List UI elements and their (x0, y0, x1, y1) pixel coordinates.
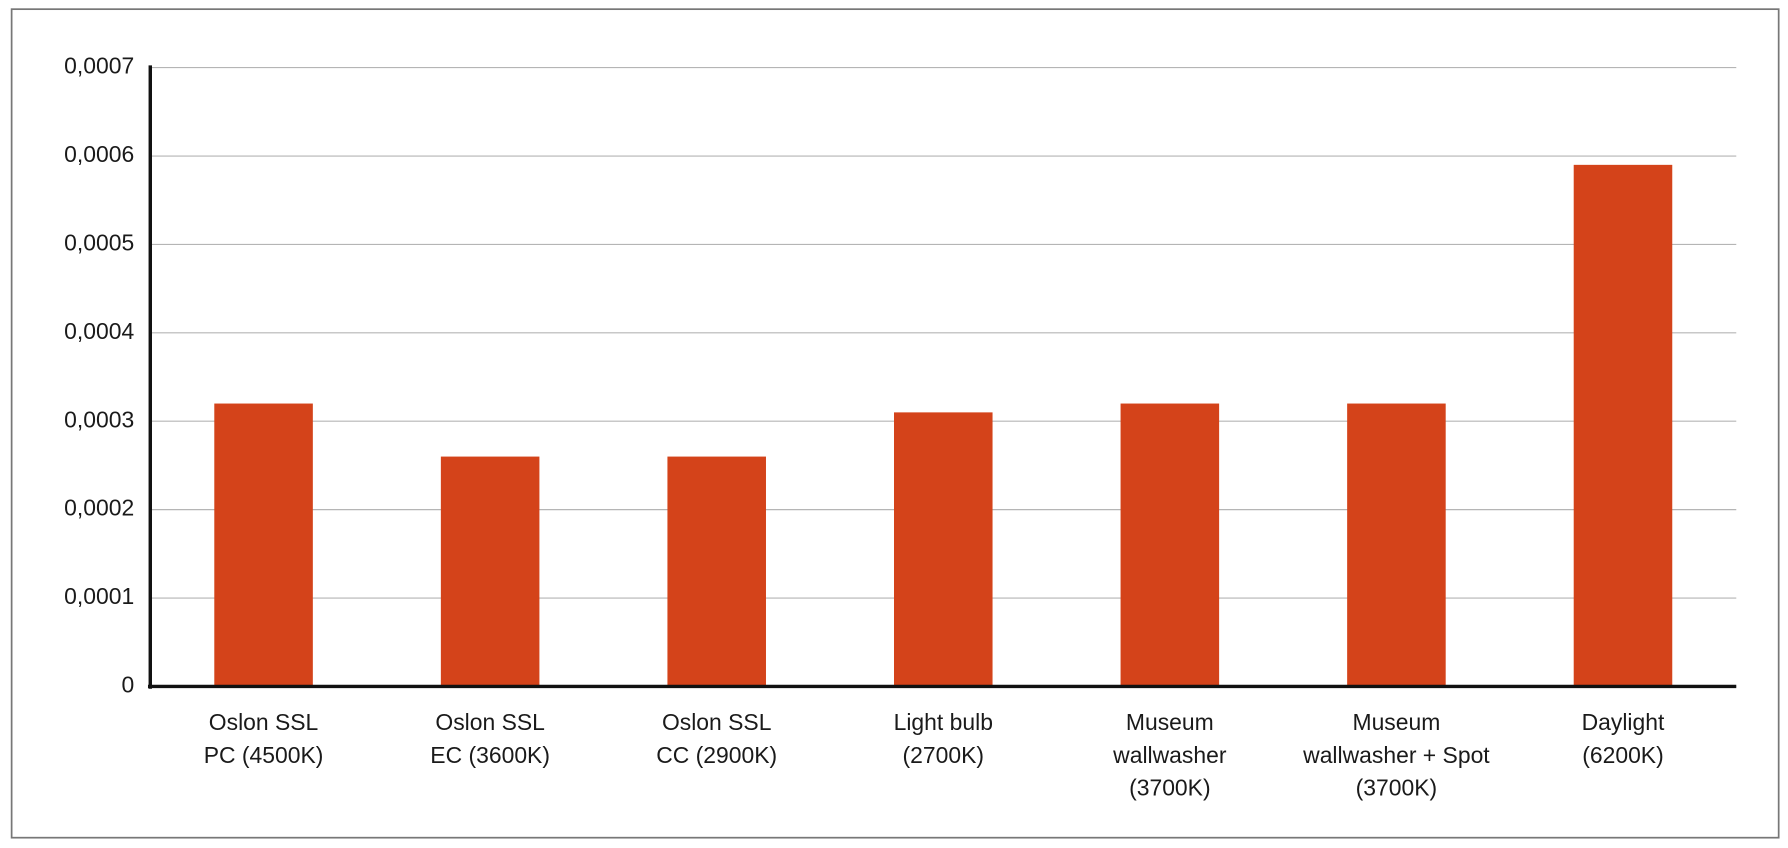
y-tick-label: 0,0006 (64, 141, 134, 167)
x-tick-label-line: Oslon SSL (662, 709, 772, 735)
y-tick-label: 0,0001 (64, 583, 134, 609)
bar (440, 456, 540, 687)
x-tick-label-line: Oslon SSL (435, 709, 545, 735)
x-tick-label-line: PC (4500K) (204, 742, 324, 768)
bar (894, 412, 993, 687)
bar (214, 403, 313, 687)
bar (1347, 403, 1446, 687)
y-tick-label: 0 (121, 671, 134, 697)
x-tick-label-line: Museum (1352, 709, 1440, 735)
bar (1120, 403, 1220, 687)
x-tick-label: Oslon SSL PC (4500K) (204, 709, 324, 768)
x-tick-label-line: Daylight (1582, 709, 1665, 735)
y-tick-label: 0,0007 (64, 53, 134, 79)
x-tick-label-line: CC (2900K) (656, 742, 777, 768)
x-tick-label: Daylight (6200K) (1582, 709, 1665, 768)
y-tick-label: 0,0003 (64, 406, 134, 432)
x-tick-label-line: wallwasher + Spot (1302, 742, 1490, 768)
x-tick-label: Oslon SSL CC (2900K) (656, 709, 777, 768)
x-tick-label-line: (3700K) (1356, 775, 1438, 801)
x-tick-label-line: (3700K) (1129, 775, 1211, 801)
bar (667, 456, 766, 687)
y-tick-label: 0,0005 (64, 229, 134, 255)
y-tick-label: 0,0002 (64, 495, 134, 521)
x-tick-label-line: wallwasher (1112, 742, 1227, 768)
x-tick-label-line: Light bulb (894, 709, 993, 735)
x-tick-label-line: Museum (1126, 709, 1214, 735)
x-tick-label-line: (6200K) (1582, 742, 1664, 768)
x-tick-label-line: Oslon SSL (209, 709, 319, 735)
y-tick-label: 0,0004 (64, 318, 134, 344)
x-tick-label: Museum wallwasher + Spot (3700K) (1302, 709, 1490, 800)
chart-frame (10, 8, 1780, 839)
x-tick-label-line: (2700K) (903, 742, 985, 768)
x-tick-label: Light bulb (2700K) (894, 709, 993, 768)
x-tick-label: Oslon SSL EC (3600K) (430, 709, 550, 768)
bar (1573, 164, 1673, 687)
x-tick-label: Museum wallwasher (3700K) (1112, 709, 1227, 800)
x-tick-label-line: EC (3600K) (430, 742, 550, 768)
